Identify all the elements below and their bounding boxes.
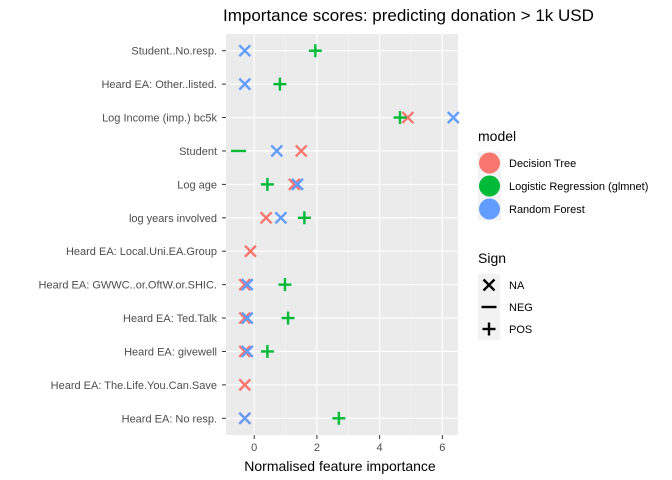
x-stroke xyxy=(446,111,460,124)
x-stroke xyxy=(259,211,273,225)
data-point xyxy=(238,345,252,358)
y-tick-label: Heard EA: The.Life.You.Can.Save xyxy=(51,380,217,392)
legend-swatch xyxy=(479,152,500,174)
data-point xyxy=(240,278,254,291)
x-stroke xyxy=(238,44,252,58)
y-tick-label: Heard EA: Local.Uni.EA.Group xyxy=(66,246,217,258)
data-point xyxy=(281,311,295,325)
data-point xyxy=(238,411,252,425)
panel-background xyxy=(226,34,458,435)
plot-panel xyxy=(226,34,458,435)
data-point xyxy=(259,211,273,225)
data-point xyxy=(291,178,304,191)
x-stroke xyxy=(238,345,252,358)
x-tick-label: 0 xyxy=(251,442,257,454)
data-point xyxy=(278,278,292,292)
data-point xyxy=(260,344,274,358)
x-stroke xyxy=(294,144,308,158)
x-stroke xyxy=(401,111,415,124)
x-axis-label: Normalised feature importance xyxy=(244,458,436,474)
data-point xyxy=(238,278,252,291)
data-point xyxy=(240,311,254,325)
legend-swatch xyxy=(479,175,500,197)
x-stroke xyxy=(291,178,304,191)
y-tick-label: Heard EA: givewell xyxy=(124,346,217,358)
x-tick-label: 6 xyxy=(439,442,445,454)
x-tick-label: 2 xyxy=(314,442,320,454)
data-point xyxy=(260,177,274,191)
data-point xyxy=(297,211,311,225)
x-stroke xyxy=(238,411,252,425)
y-tick-label: Log Income (imp.) bc5k xyxy=(102,113,217,125)
data-point xyxy=(240,345,254,358)
data-point xyxy=(308,44,322,58)
legend-label: Random Forest xyxy=(509,204,585,216)
x-stroke xyxy=(238,278,252,291)
x-stroke xyxy=(244,244,257,258)
y-tick-label: Student..No.resp. xyxy=(131,46,217,58)
y-axis-tick-labels: Student..No.resp. Heard EA: Other..listed… xyxy=(39,46,226,425)
data-point xyxy=(273,77,287,91)
data-point xyxy=(244,244,257,258)
x-stroke xyxy=(238,378,252,392)
y-tick-label: Heard EA: GWWC..or.OftW.or.SHIC. xyxy=(39,280,217,292)
y-tick-label: Heard EA: No resp. xyxy=(122,413,217,425)
data-point xyxy=(401,111,415,124)
x-stroke xyxy=(238,311,252,325)
legend-label: NA xyxy=(509,280,525,292)
legend-model-title: model xyxy=(478,128,516,144)
chart-title: Importance scores: predicting donation >… xyxy=(223,6,594,25)
y-tick-label: Student xyxy=(179,146,217,158)
x-stroke xyxy=(274,211,288,225)
data-point xyxy=(238,77,252,91)
y-tick-label: Log age xyxy=(177,179,217,191)
x-tick-label: 4 xyxy=(377,442,383,454)
data-point xyxy=(238,311,252,325)
data-point xyxy=(274,211,288,225)
data-point xyxy=(287,178,301,191)
data-point xyxy=(332,411,346,425)
legend-swatch xyxy=(479,198,500,220)
data-points xyxy=(231,44,460,425)
legend-label: Logistic Regression (glmnet) xyxy=(509,181,648,193)
x-stroke xyxy=(287,178,301,191)
x-stroke xyxy=(482,278,496,292)
x-stroke xyxy=(240,278,254,291)
data-point xyxy=(238,44,252,58)
legend-symbol xyxy=(482,278,496,292)
data-point xyxy=(270,144,284,158)
legend-label: Decision Tree xyxy=(509,158,576,170)
data-point xyxy=(238,378,252,392)
legend-symbol xyxy=(482,322,496,336)
x-axis-tick-labels: 0 2 4 6 xyxy=(251,435,445,454)
x-stroke xyxy=(270,144,284,158)
legend-sign-title: Sign xyxy=(478,250,506,266)
y-tick-label: Heard EA: Ted.Talk xyxy=(123,313,217,325)
x-stroke xyxy=(240,311,254,325)
data-point xyxy=(393,111,407,125)
y-tick-label: log years involved xyxy=(129,213,217,225)
x-stroke xyxy=(240,345,254,358)
y-tick-label: Heard EA: Other..listed. xyxy=(101,79,217,91)
legend-model: model Decision Tree Logistic Regression (… xyxy=(478,128,648,221)
legend-sign: Sign NA NEG POS xyxy=(478,250,533,340)
data-point xyxy=(446,111,460,124)
x-stroke xyxy=(238,77,252,91)
legend-label: POS xyxy=(509,324,532,336)
legend-label: NEG xyxy=(509,302,533,314)
data-point xyxy=(294,144,308,158)
